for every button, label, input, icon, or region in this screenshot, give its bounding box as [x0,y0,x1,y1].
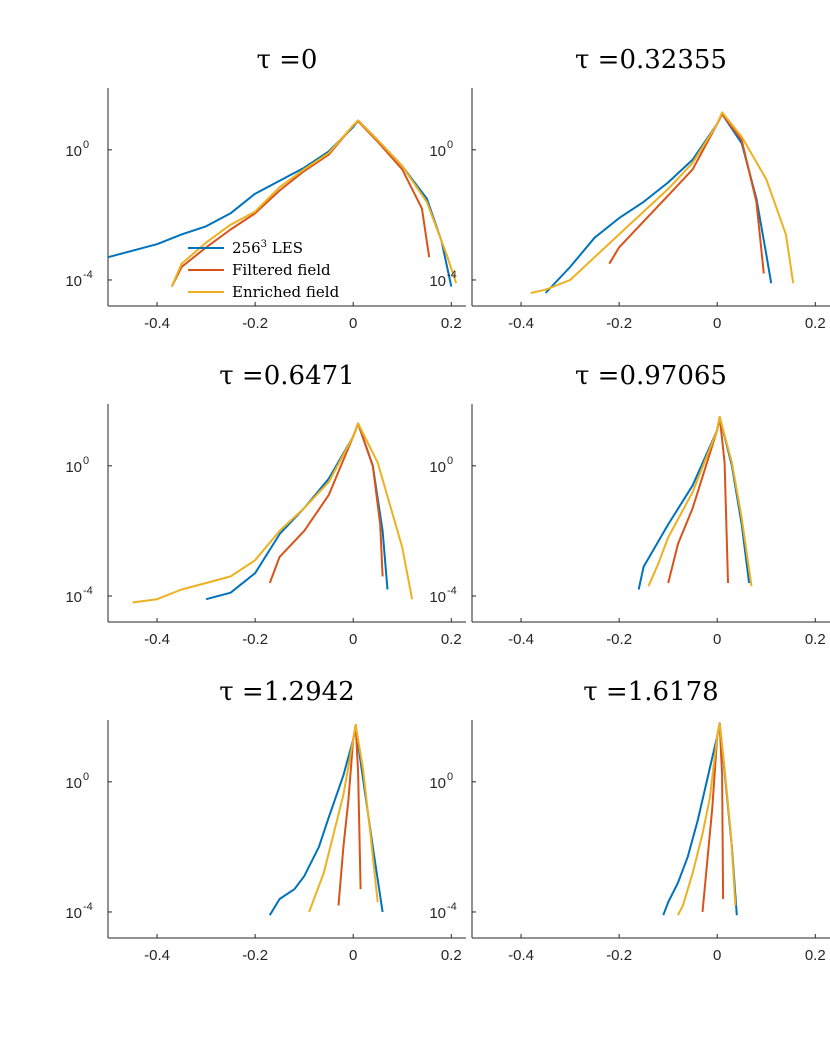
series-line-enriched [170,119,458,287]
series-line-enriched [530,111,795,294]
x-tick-label: 0.2 [805,631,826,648]
y-tick-exponent: -4 [83,269,93,281]
series-line-enriched [647,416,753,587]
x-tick-label: -0.2 [606,947,632,964]
series-line-filtered [667,416,729,584]
y-tick-exponent: 0 [83,771,89,783]
y-tick-exponent: 0 [447,455,453,467]
panel-title: τ =1.6178 [583,677,718,707]
panel-2: τ =0.32355-0.4 -0.2 0 0.210 010 -4 [429,45,830,332]
series-line-les [205,422,389,601]
y-tick-exponent: 0 [83,139,89,151]
panel-title: τ =0.6471 [219,361,354,391]
x-tick-label: 0.2 [441,947,462,964]
y-tick-label: 10 [429,905,446,922]
x-tick-label: -0.4 [144,315,170,332]
y-tick-label: 10 [429,459,446,476]
x-tick-label: 0 [349,947,357,964]
x-tick-label: -0.4 [508,947,534,964]
legend-label-les: 2563 LES [232,239,303,257]
x-tick-label: 0.2 [441,631,462,648]
panel-title: τ =0 [257,45,318,75]
y-tick-exponent: -4 [83,585,93,597]
x-tick-label: -0.2 [242,631,268,648]
x-tick-label: 0 [349,315,357,332]
series-line-enriched [308,723,379,913]
y-tick-label: 10 [65,905,82,922]
y-tick-exponent: 0 [447,139,453,151]
x-tick-label: 0 [713,631,721,648]
legend-label-enriched: Enriched field [232,283,340,301]
series-line-filtered [608,113,765,274]
x-tick-label: 0.2 [441,315,462,332]
x-tick-label: 0 [713,947,721,964]
y-tick-label: 10 [429,143,446,160]
x-tick-label: 0.2 [805,947,826,964]
panel-title: τ =0.32355 [575,45,727,75]
panel-title: τ =1.2942 [219,677,354,707]
y-tick-label: 10 [65,143,82,160]
y-tick-exponent: 0 [83,455,89,467]
panel-3: τ =0.6471-0.4 -0.2 0 0.210 010 -4 [65,361,466,648]
y-tick-label: 10 [65,589,82,606]
y-tick-exponent: -4 [447,269,457,281]
x-tick-label: 0.2 [805,315,826,332]
y-tick-label: 10 [429,273,446,290]
y-tick-label: 10 [65,273,82,290]
y-tick-label: 10 [429,775,446,792]
series-line-filtered [268,422,384,584]
series-line-les [268,725,384,916]
x-tick-label: 0 [349,631,357,648]
series-line-les [544,113,773,294]
y-tick-exponent: -4 [83,901,93,913]
x-tick-label: -0.2 [606,631,632,648]
y-tick-exponent: 0 [447,771,453,783]
legend: 2563 LES Filtered field Enriched field [188,239,340,301]
x-tick-label: 0 [713,315,721,332]
y-tick-label: 10 [429,589,446,606]
panel-6: τ =1.6178-0.4 -0.2 0 0.210 010 -4 [429,677,830,964]
y-tick-exponent: -4 [447,585,457,597]
x-tick-label: -0.2 [242,315,268,332]
x-tick-label: -0.2 [606,315,632,332]
series-line-enriched [677,722,737,916]
panel-4: τ =0.97065-0.4 -0.2 0 0.210 010 -4 [429,361,830,648]
series-line-les [662,722,738,916]
x-tick-label: -0.2 [242,947,268,964]
panel-5: τ =1.2942-0.4 -0.2 0 0.210 010 -4 [65,677,466,964]
y-tick-label: 10 [65,459,82,476]
x-tick-label: -0.4 [508,631,534,648]
y-tick-exponent: -4 [447,901,457,913]
panel-title: τ =0.97065 [575,361,727,391]
x-tick-label: -0.4 [508,315,534,332]
x-tick-label: -0.4 [144,631,170,648]
series-line-enriched [132,422,414,604]
x-tick-label: -0.4 [144,947,170,964]
series-line-filtered [170,120,431,287]
y-tick-label: 10 [65,775,82,792]
legend-label-filtered: Filtered field [232,261,331,279]
